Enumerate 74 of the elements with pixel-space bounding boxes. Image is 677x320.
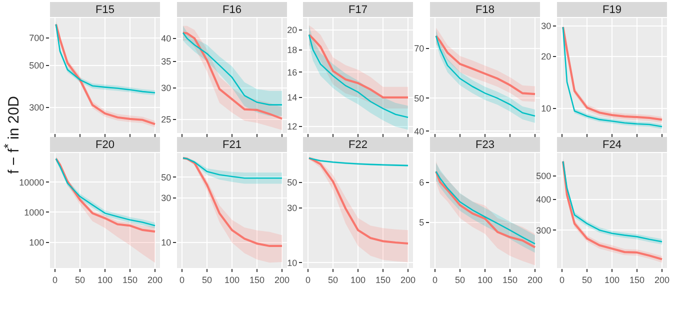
chart-title: F24 bbox=[602, 138, 622, 151]
x-tick-label: 50 bbox=[454, 274, 466, 285]
x-tick-label: 100 bbox=[350, 274, 366, 285]
y-tick-label: 30 bbox=[161, 83, 172, 94]
x-tick-label: 200 bbox=[274, 274, 290, 285]
y-tick-label: 25 bbox=[161, 114, 172, 125]
y-tick-label: 20 bbox=[287, 25, 298, 36]
y-tick-label: 300 bbox=[536, 225, 552, 236]
y-tick-label: 100 bbox=[29, 237, 44, 248]
chart-title: F16 bbox=[222, 4, 242, 16]
y-tick-label: 400 bbox=[536, 194, 552, 205]
y-tick-label: 10 bbox=[287, 258, 298, 268]
y-tick-label: 1000 bbox=[24, 207, 44, 218]
y-tick-label: 10000 bbox=[19, 177, 44, 188]
x-tick-label: 150 bbox=[249, 274, 265, 285]
chart-title: F15 bbox=[96, 4, 114, 16]
x-tick-label: 150 bbox=[375, 274, 391, 285]
x-tick-label: 200 bbox=[654, 274, 670, 285]
y-tick-label: 30 bbox=[161, 193, 172, 204]
x-tick-label: 50 bbox=[328, 274, 338, 285]
x-tick-label: 200 bbox=[527, 274, 543, 285]
y-tick-label: 10 bbox=[541, 103, 552, 114]
line-series bbox=[182, 157, 284, 248]
x-tick-label: 150 bbox=[502, 274, 518, 285]
line-series bbox=[182, 32, 283, 106]
x-tick-label: 200 bbox=[147, 274, 163, 285]
y-tick-label: 35 bbox=[161, 56, 172, 66]
x-tick-label: 0 bbox=[52, 274, 58, 285]
chart-title: F18 bbox=[476, 4, 494, 16]
x-tick-label: 50 bbox=[202, 274, 212, 285]
y-tick-label: 18 bbox=[287, 45, 298, 56]
x-tick-label: 100 bbox=[97, 274, 113, 285]
line-series bbox=[308, 157, 410, 245]
y-tick-label: 16 bbox=[287, 67, 298, 78]
x-tick-label: 150 bbox=[122, 274, 138, 285]
y-tick-label: 300 bbox=[29, 102, 44, 113]
line-series bbox=[434, 34, 536, 96]
line-series bbox=[308, 34, 410, 98]
x-tick-label: 150 bbox=[629, 274, 645, 285]
x-tick-label: 0 bbox=[559, 274, 565, 285]
y-tick-label: 20 bbox=[541, 51, 552, 62]
x-tick-label: 0 bbox=[179, 274, 185, 285]
x-tick-label: 50 bbox=[582, 274, 592, 285]
y-tick-label: 6 bbox=[419, 177, 424, 188]
y-tick-label: 14 bbox=[287, 92, 298, 103]
y-tick-label: 50 bbox=[414, 93, 424, 104]
x-tick-label: 0 bbox=[305, 274, 311, 285]
chart-title: F20 bbox=[96, 138, 114, 151]
line-series bbox=[308, 34, 409, 118]
chart-title: F19 bbox=[602, 4, 622, 16]
y-tick-label: 50 bbox=[161, 172, 172, 182]
y-tick-label: 500 bbox=[29, 60, 44, 71]
y-tick-label: 40 bbox=[161, 33, 172, 44]
y-tick-label: 500 bbox=[536, 171, 552, 181]
y-tick-label: 50 bbox=[287, 178, 298, 188]
x-tick-label: 0 bbox=[432, 274, 438, 285]
y-tick-label: 30 bbox=[287, 203, 298, 214]
y-tick-label: 5 bbox=[419, 218, 424, 228]
x-tick-label: 50 bbox=[74, 274, 86, 285]
x-tick-label: 100 bbox=[477, 274, 493, 285]
y-tick-label: 700 bbox=[29, 32, 44, 43]
line-series bbox=[182, 157, 283, 179]
chart-title: F23 bbox=[476, 138, 494, 151]
x-tick-label: 100 bbox=[604, 274, 620, 285]
chart-title: F17 bbox=[348, 4, 368, 16]
y-tick-label: 40 bbox=[414, 126, 424, 136]
chart-title: F21 bbox=[222, 138, 242, 151]
y-tick-label: 30 bbox=[541, 20, 552, 31]
x-tick-label: 200 bbox=[400, 274, 416, 285]
y-tick-label: 70 bbox=[414, 44, 424, 54]
chart-title: F22 bbox=[348, 138, 368, 151]
y-tick-label: 10 bbox=[161, 238, 172, 248]
y-tick-label: 12 bbox=[287, 122, 298, 132]
x-tick-label: 100 bbox=[224, 274, 240, 285]
